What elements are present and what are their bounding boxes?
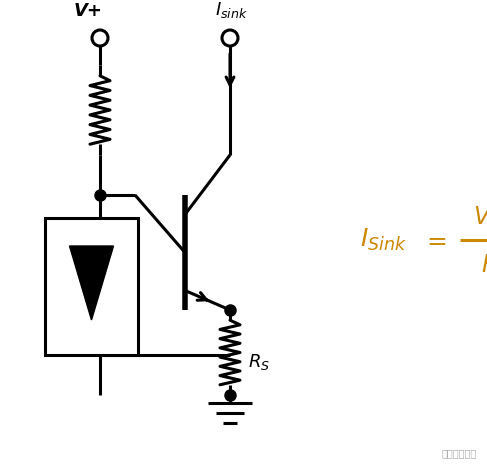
Text: $V_{ref}$: $V_{ref}$ — [473, 205, 487, 231]
Text: V+: V+ — [74, 2, 102, 20]
Text: $=$: $=$ — [422, 228, 448, 252]
Text: 头条电子电路: 头条电子电路 — [442, 448, 477, 458]
Bar — [45, 218, 138, 355]
Text: $R_S$: $R_S$ — [481, 253, 487, 279]
Polygon shape — [70, 246, 113, 320]
Text: $R_S$: $R_S$ — [248, 352, 270, 372]
Text: $I_{sink}$: $I_{sink}$ — [215, 0, 248, 20]
Text: $\mathit{I}_{Sink}$: $\mathit{I}_{Sink}$ — [360, 227, 407, 253]
